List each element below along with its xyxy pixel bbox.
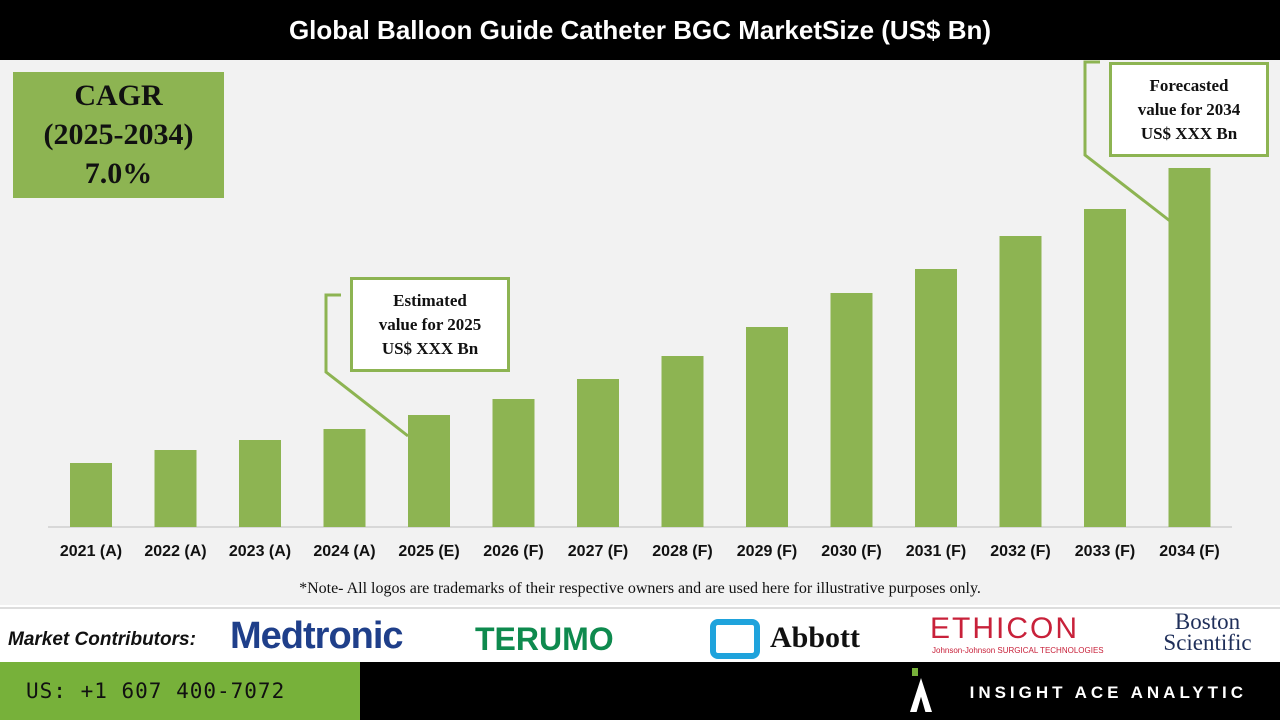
contributors-label: Market Contributors: [8, 629, 196, 650]
bar-2027 (F) [577, 379, 619, 527]
x-tick-label: 2026 (F) [483, 543, 543, 560]
callout-line: US$ XXX Bn [1140, 124, 1238, 143]
logo-ethicon-sub: Johnson-Johnson SURGICAL TECHNOLOGIES [932, 646, 1104, 655]
bar-2024 (A) [323, 429, 366, 527]
x-tick-label: 2030 (F) [821, 543, 881, 560]
logo-ethicon: ETHICON [930, 612, 1079, 645]
bar-2028 (F) [661, 356, 704, 527]
cagr-period: (2025-2034) [43, 118, 194, 151]
callout-line: value for 2034 [1137, 100, 1241, 119]
brand-name: INSIGHT ACE ANALYTIC [969, 683, 1247, 702]
bar-2023 (A) [239, 440, 281, 527]
bar-2029 (F) [746, 327, 788, 527]
x-tick-label: 2025 (E) [398, 543, 459, 560]
x-tick-label: 2021 (A) [60, 543, 122, 560]
x-tick-label: 2022 (A) [144, 543, 206, 560]
bar-2033 (F) [1084, 209, 1126, 527]
x-tick-label: 2027 (F) [568, 543, 628, 560]
x-tick-label: 2029 (F) [737, 543, 797, 560]
bar-2034 (F) [1168, 168, 1211, 527]
x-tick-label: 2028 (F) [652, 543, 712, 560]
callout-line: US$ XXX Bn [381, 339, 479, 358]
callout-line: Estimated [393, 291, 467, 310]
logo-abbott: Abbott [770, 621, 861, 654]
x-tick-label: 2034 (F) [1159, 543, 1219, 560]
bar-2025 (E) [408, 415, 450, 527]
bar-2022 (A) [154, 450, 197, 527]
cagr-box: CAGR (2025-2034) 7.0% [13, 72, 224, 198]
x-tick-label: 2024 (A) [313, 543, 375, 560]
callout-2025: Estimated value for 2025 US$ XXX Bn [350, 277, 510, 372]
callout-line: value for 2025 [378, 315, 482, 334]
contributors-bar: Market Contributors: Medtronic TERUMO Ab… [0, 607, 1280, 662]
logo-boston-scientific: Boston Scientific [1163, 609, 1252, 655]
chart-title: Global Balloon Guide Catheter BGC Market… [0, 0, 1280, 60]
callout-line: Forecasted [1149, 76, 1229, 95]
bar-2031 (F) [915, 269, 957, 527]
logo-terumo: TERUMO [475, 621, 614, 657]
cagr-value: 7.0% [84, 157, 153, 190]
x-tick-label: 2032 (F) [990, 543, 1050, 560]
cagr-label: CAGR [74, 79, 163, 112]
bar-2030 (F) [830, 293, 873, 527]
trademark-note: *Note- All logos are trademarks of their… [299, 580, 981, 597]
callout-2034: Forecasted value for 2034 US$ XXX Bn [1109, 62, 1269, 157]
brand-logo-icon [912, 668, 918, 676]
phone-number: US: +1 607 400-7072 [0, 662, 360, 720]
brand-a-icon [910, 678, 932, 712]
logo-medtronic: Medtronic [230, 615, 404, 657]
bar-chart: 2021 (A) 2022 (A) 2023 (A) 2024 (A) 2025 (E)… [48, 60, 1232, 560]
bar-2032 (F) [999, 236, 1042, 527]
bar-2026 (F) [492, 399, 535, 527]
callout-2034-leader [1083, 60, 1171, 223]
abbott-icon [710, 619, 760, 659]
bar-2021 (A) [70, 463, 112, 527]
callout-2025-leader [324, 293, 409, 438]
x-tick-label: 2023 (A) [229, 543, 291, 560]
x-tick-label: 2031 (F) [906, 543, 966, 560]
x-tick-label: 2033 (F) [1075, 543, 1135, 560]
footer-brand-bar: INSIGHT ACE ANALYTIC [360, 662, 1280, 720]
